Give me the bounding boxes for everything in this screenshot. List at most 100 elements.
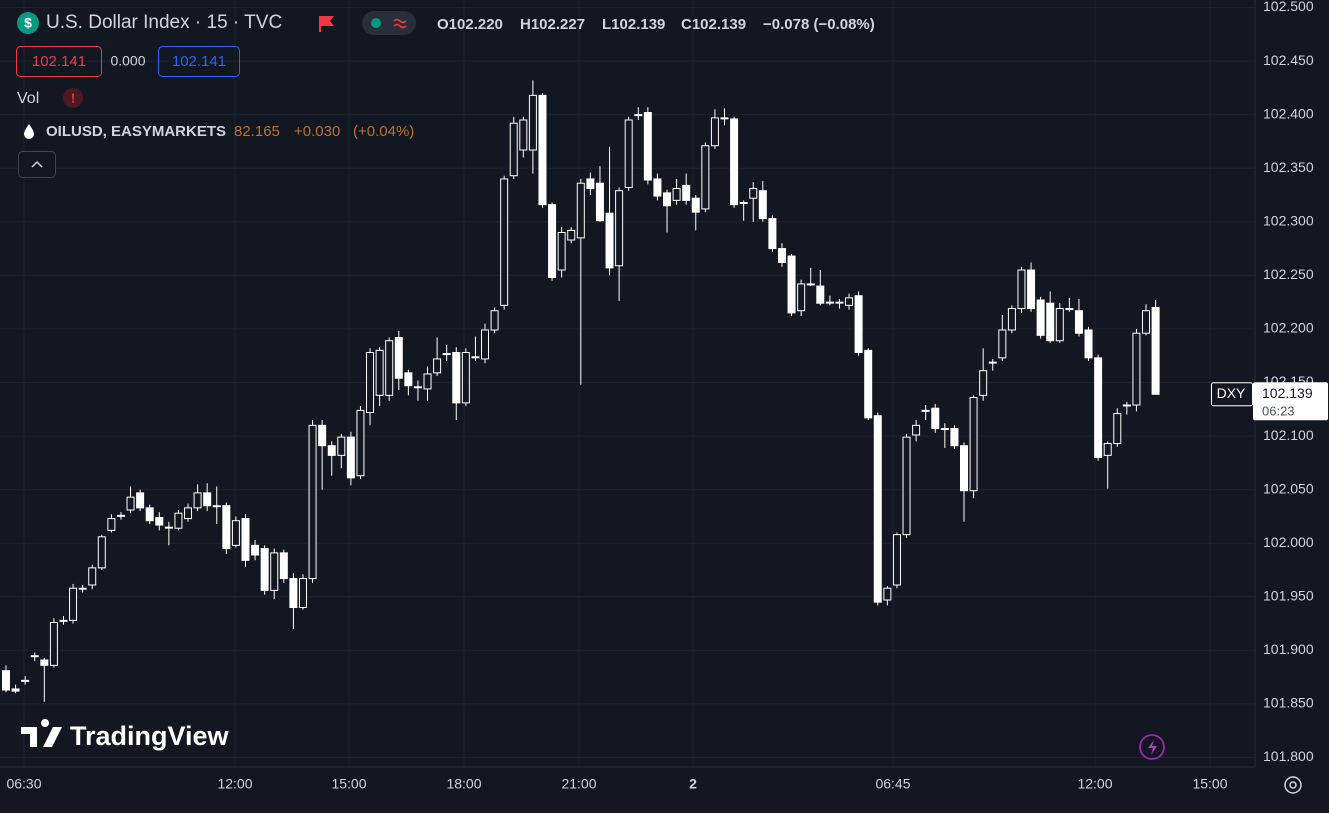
candle-body xyxy=(710,117,719,147)
candle-body xyxy=(385,340,394,396)
candle-body xyxy=(184,507,193,520)
y-tick-label: 102.000 xyxy=(1263,534,1314,550)
candle-body xyxy=(423,373,432,390)
candle-body xyxy=(298,578,307,608)
candle-body xyxy=(289,578,298,608)
x-tick-label: 06:45 xyxy=(875,776,910,792)
candle-body xyxy=(222,505,231,550)
candle-body xyxy=(768,218,777,250)
candle-body xyxy=(605,212,614,269)
candle-body xyxy=(241,518,250,561)
buy-price[interactable]: 102.141 xyxy=(172,53,226,70)
candle-body xyxy=(758,190,767,220)
candle-body xyxy=(1055,308,1064,342)
high-value: H102.227 xyxy=(520,16,585,33)
status-pill[interactable] xyxy=(362,11,416,35)
x-tick-label: 2 xyxy=(689,776,697,792)
candle-body xyxy=(969,397,978,492)
sell-box[interactable] xyxy=(16,46,102,77)
candle-body xyxy=(69,587,78,621)
x-tick-label: 15:00 xyxy=(331,776,366,792)
candle-body xyxy=(777,248,786,263)
candle-body xyxy=(145,507,154,522)
candle-body xyxy=(653,178,662,197)
tradingview-logo[interactable]: TradingView xyxy=(70,721,230,751)
candle-body xyxy=(998,329,1007,359)
candle-body xyxy=(835,301,844,304)
lightning-button[interactable] xyxy=(1139,734,1165,760)
candle-body xyxy=(136,492,145,509)
candle-body xyxy=(1151,307,1160,395)
low-value: L102.139 xyxy=(602,16,665,33)
candle-body xyxy=(88,567,97,586)
candles xyxy=(2,80,1160,702)
candle-body xyxy=(270,552,279,591)
candle-body xyxy=(1132,332,1141,406)
candle-body xyxy=(845,297,854,306)
candle-body xyxy=(394,337,403,379)
candle-body xyxy=(988,361,997,364)
price-tag xyxy=(1253,382,1328,421)
y-tick-label: 102.500 xyxy=(1263,0,1314,14)
candle-body xyxy=(21,679,30,682)
candle-body xyxy=(30,655,39,658)
y-tick-label: 102.400 xyxy=(1263,105,1314,121)
time-axis: 06:30 12:00 15:00 18:00 21:00 2 06:45 12:00 15:0… xyxy=(6,776,1227,792)
candle-body xyxy=(902,436,911,536)
candle-body xyxy=(1113,413,1122,445)
candle-body xyxy=(1084,329,1093,359)
y-tick-label: 102.100 xyxy=(1263,427,1314,443)
candle-body xyxy=(528,94,537,151)
settings-button[interactable] xyxy=(1284,776,1302,794)
candle-body xyxy=(538,94,547,206)
candle-body xyxy=(912,424,921,436)
open-value: O102.220 xyxy=(437,16,503,33)
symbol-title[interactable]: U.S. Dollar Index · 15 · TVC xyxy=(46,12,282,33)
candle-body xyxy=(318,424,327,447)
candle-body xyxy=(1074,310,1083,334)
candle-body xyxy=(557,232,566,271)
y-tick-label: 102.050 xyxy=(1263,480,1314,496)
candle-body xyxy=(576,182,585,239)
candle-body xyxy=(346,436,355,479)
candle-body xyxy=(883,587,892,601)
candle-body xyxy=(816,285,825,304)
candle-body xyxy=(864,349,873,419)
candle-body xyxy=(567,229,576,241)
volume-label[interactable]: Vol xyxy=(17,90,39,107)
candle-body xyxy=(739,202,748,204)
y-tick-label: 101.800 xyxy=(1263,748,1314,764)
market-open-dot xyxy=(371,18,381,28)
alert-icon[interactable] xyxy=(63,88,83,108)
flag-icon[interactable] xyxy=(319,16,334,32)
candle-body xyxy=(193,492,202,509)
candle-body xyxy=(730,118,739,206)
candle-body xyxy=(212,505,221,508)
candle-body xyxy=(452,352,461,404)
candle-body xyxy=(481,329,489,360)
collapse-button[interactable] xyxy=(18,151,56,178)
candle-body xyxy=(279,552,288,580)
overlay-symbol[interactable]: OILUSD, EASYMARKETS xyxy=(46,123,226,140)
price-axis: 101.800 101.850 101.900 101.950 102.000 102.0… xyxy=(1263,0,1314,764)
y-tick-label: 101.900 xyxy=(1263,641,1314,657)
spread: 0.000 xyxy=(110,53,145,69)
symbol-logo-text: $ xyxy=(24,15,32,31)
overlay-icon xyxy=(24,124,34,139)
buy-box[interactable] xyxy=(158,46,240,77)
candle-body xyxy=(442,353,451,356)
candle-body xyxy=(11,688,20,692)
candle-body xyxy=(461,352,470,404)
candle-body xyxy=(615,190,624,267)
symbol-tag xyxy=(1211,382,1253,407)
candle-body xyxy=(116,514,125,517)
candle-body xyxy=(366,352,375,413)
x-tick-label: 12:00 xyxy=(1077,776,1112,792)
candle-body xyxy=(500,178,509,306)
y-tick-label: 102.200 xyxy=(1263,320,1314,336)
sell-price[interactable]: 102.141 xyxy=(32,53,86,70)
last-price-label: DXY 102.139 06:23 xyxy=(1211,382,1328,421)
candle-body xyxy=(251,544,260,556)
